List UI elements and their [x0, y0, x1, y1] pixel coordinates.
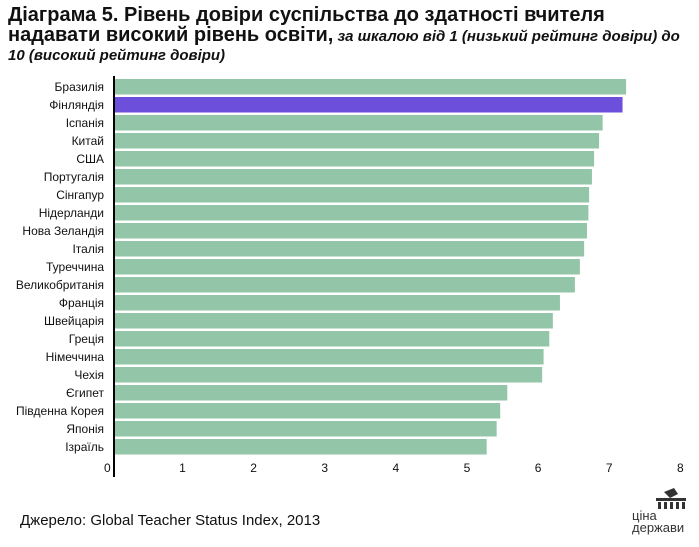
- category-label-13: Швейцарія: [44, 314, 104, 328]
- bars-group: [114, 79, 627, 455]
- bar-13: [114, 313, 553, 329]
- x-tick-label-7: 7: [606, 461, 613, 475]
- x-tick-label-5: 5: [464, 461, 471, 475]
- bar-20: [114, 439, 487, 455]
- category-label-1: Фінляндія: [49, 98, 104, 112]
- category-label-19: Японія: [66, 422, 104, 436]
- logo-icon: [656, 488, 686, 509]
- bar-7: [114, 205, 589, 221]
- chart-title-main: Діаграма 5. Рівень довіри суспільства до…: [8, 4, 605, 46]
- x-tick-label-3: 3: [321, 461, 328, 475]
- category-label-18: Південна Корея: [16, 404, 104, 418]
- x-tick-label-0: 0: [104, 461, 111, 475]
- x-tick-labels: 0 1 2 3 4 5 6 7 8: [104, 461, 684, 475]
- category-label-7: Нідерланди: [39, 206, 104, 220]
- category-label-0: Бразилія: [55, 80, 104, 94]
- bar-0: [114, 79, 627, 95]
- category-label-4: США: [76, 152, 104, 166]
- bar-8: [114, 223, 587, 239]
- source-note: Джерело: Global Teacher Status Index, 20…: [20, 512, 321, 529]
- bar-12: [114, 295, 560, 311]
- category-label-11: Великобританія: [16, 278, 104, 292]
- bar-10: [114, 259, 580, 275]
- x-tick-label-1: 1: [179, 461, 186, 475]
- category-label-14: Греція: [69, 332, 104, 346]
- logo-text-line2: держави: [632, 520, 685, 535]
- bar-4: [114, 151, 595, 167]
- category-label-10: Туреччина: [46, 260, 104, 274]
- x-tick-label-4: 4: [393, 461, 400, 475]
- category-label-5: Португалія: [44, 170, 104, 184]
- bar-16: [114, 367, 543, 383]
- category-label-3: Китай: [72, 134, 104, 148]
- x-tick-label-6: 6: [535, 461, 542, 475]
- category-label-16: Чехія: [74, 368, 104, 382]
- logo-text-line1: ціна: [632, 508, 657, 523]
- category-label-6: Сінгапур: [56, 188, 104, 202]
- x-tick-label-2: 2: [250, 461, 257, 475]
- category-label-15: Німеччина: [46, 350, 105, 364]
- category-label-8: Нова Зеландія: [22, 224, 104, 238]
- category-label-9: Італія: [72, 242, 104, 256]
- bar-14: [114, 331, 550, 347]
- bar-5: [114, 169, 592, 185]
- bar-3: [114, 133, 600, 149]
- category-labels: Бразилія Фінляндія Іспанія Китай США Португал…: [16, 80, 105, 454]
- bar-17: [114, 385, 508, 401]
- bar-1: [114, 97, 623, 113]
- category-label-20: Ізраїль: [65, 440, 104, 454]
- category-label-12: Франція: [59, 296, 104, 310]
- bar-19: [114, 421, 497, 437]
- bar-9: [114, 241, 585, 257]
- bar-18: [114, 403, 501, 419]
- chart-title: Діаграма 5. Рівень довіри суспільства до…: [8, 4, 688, 65]
- category-label-2: Іспанія: [66, 116, 104, 130]
- logo: ціна держави: [626, 488, 696, 538]
- bar-6: [114, 187, 590, 203]
- x-tick-label-8: 8: [677, 461, 684, 475]
- chart-title-subtitle: за шкалою від 1 (низький рейтинг довіри)…: [8, 28, 680, 64]
- bar-11: [114, 277, 575, 293]
- category-label-17: Єгипет: [66, 386, 104, 400]
- bar-2: [114, 115, 603, 131]
- bar-15: [114, 349, 544, 365]
